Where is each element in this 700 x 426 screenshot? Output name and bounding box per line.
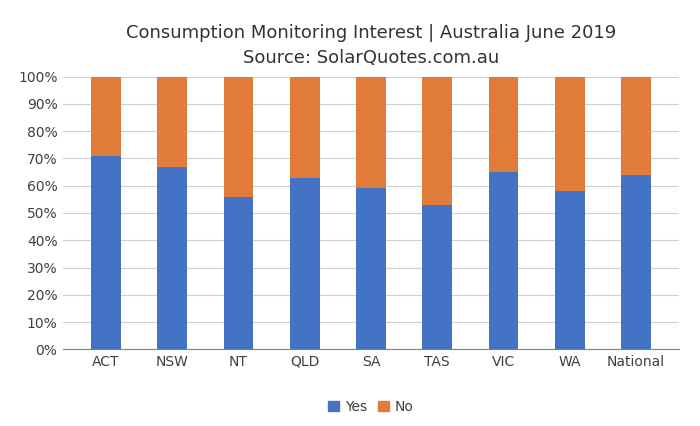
Bar	[91, 77, 121, 156]
Title: Consumption Monitoring Interest | Australia June 2019
Source: SolarQuotes.com.au: Consumption Monitoring Interest | Austra…	[126, 24, 616, 67]
Bar	[555, 77, 584, 191]
Bar	[158, 77, 187, 167]
Bar	[489, 77, 519, 172]
Bar	[290, 178, 320, 349]
Bar	[489, 172, 519, 349]
Bar	[223, 197, 253, 349]
Bar	[356, 77, 386, 188]
Bar	[621, 175, 651, 349]
Bar	[223, 77, 253, 197]
Bar	[158, 167, 187, 349]
Bar	[422, 205, 452, 349]
Legend: Yes, No: Yes, No	[323, 394, 419, 420]
Bar	[621, 77, 651, 175]
Bar	[356, 188, 386, 349]
Bar	[555, 191, 584, 349]
Bar	[91, 156, 121, 349]
Bar	[290, 77, 320, 178]
Bar	[422, 77, 452, 205]
